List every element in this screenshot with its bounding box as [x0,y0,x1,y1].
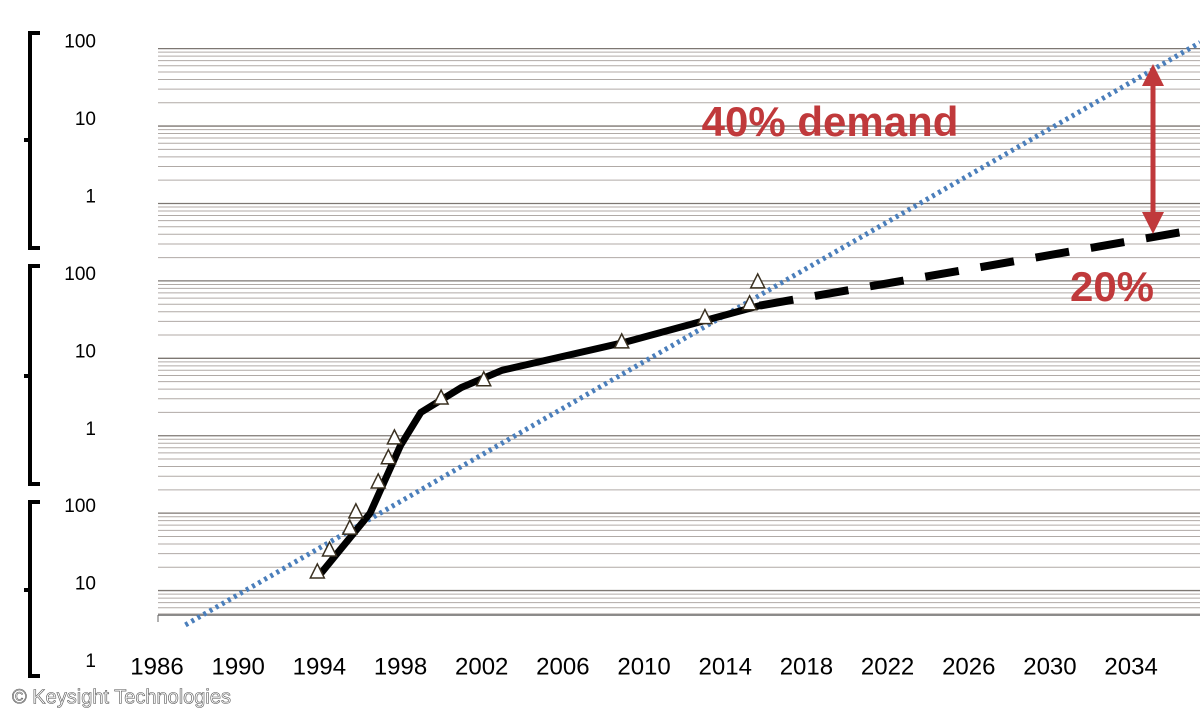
x-tick-label: 2006 [536,653,589,680]
brace [24,264,40,486]
y-tick-label: 1 [85,419,96,440]
y-tick-label: 10 [75,341,96,362]
x-tick-label: 2034 [1104,653,1157,680]
x-tick-label: 1998 [374,653,427,680]
x-tick-label: 2010 [617,653,670,680]
data-point [696,307,714,325]
x-tick-label: 2014 [699,653,752,680]
x-tick-label: 1986 [130,653,183,680]
data-point [380,448,397,465]
data-point [321,540,338,557]
x-tick-label: 2018 [780,653,833,680]
y-tick-label: 1 [85,186,96,207]
series-line [184,40,1200,628]
data-point [347,502,365,519]
x-tick-label: 2026 [942,653,995,680]
demand-gap-arrow [1142,64,1164,234]
annotation: 40% demand [702,98,959,145]
data-point [432,388,450,405]
data-point [309,562,326,579]
x-tick-label: 2030 [1023,653,1076,680]
data-point [475,370,492,387]
y-tick-label: 10 [75,109,96,130]
x-tick-label: 2022 [861,653,914,680]
y-tick-label: 100 [64,264,96,285]
series-line [759,224,1200,310]
credit: © Keysight Technologies [12,686,231,708]
data-point [369,472,387,489]
arrow-head [1142,64,1164,86]
brace [24,31,40,250]
x-tick-label: 1994 [293,653,346,680]
y-tick-label: 100 [64,496,96,517]
y-tick-label: 100 [64,32,96,53]
arrow-head [1142,212,1164,234]
y-tick-label: 1 [85,651,96,672]
x-tick-label: 1990 [211,653,264,680]
data-point [741,294,758,311]
data-point [341,518,359,535]
decade-braces [24,31,40,678]
data-point [749,272,766,289]
data-point [386,428,403,445]
x-tick-label: 2002 [455,653,508,680]
annotation: 20% [1070,263,1154,310]
y-tick-label: 10 [75,574,96,595]
brace [24,500,40,678]
data-point [613,332,630,349]
